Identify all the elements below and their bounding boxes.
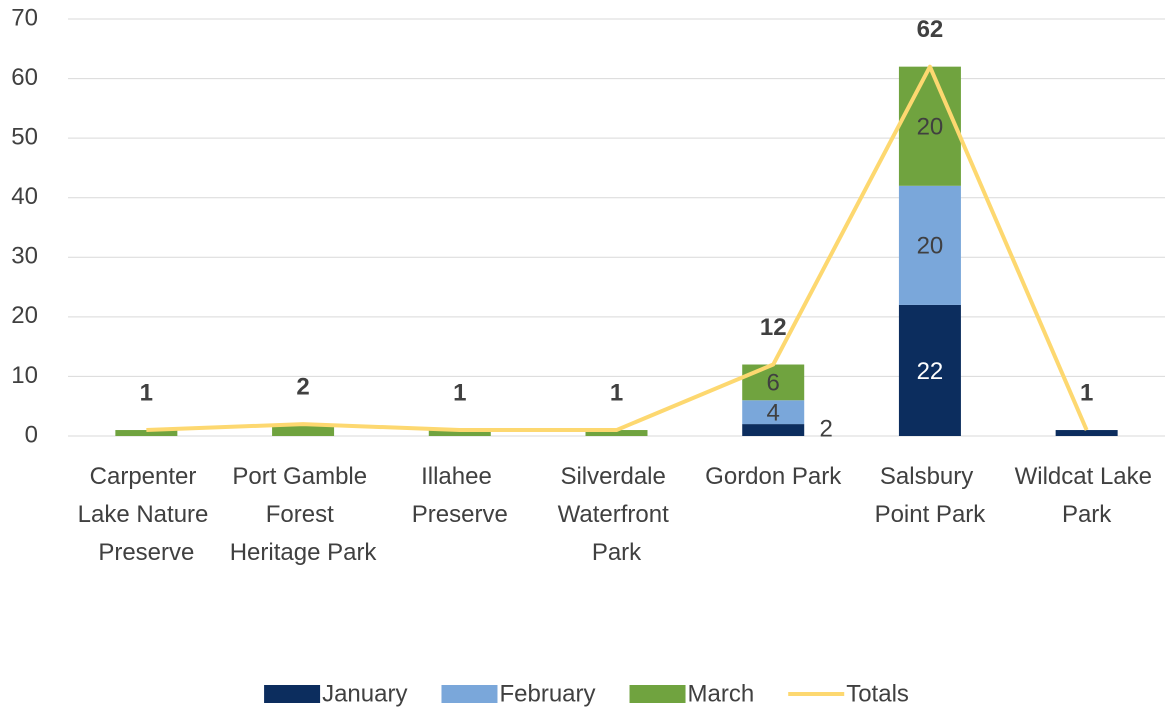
- total-label: 12: [760, 314, 787, 341]
- x-tick-label: Wildcat Lake Park: [1015, 463, 1159, 528]
- x-tick-label: Salsbury Point Park: [875, 463, 987, 528]
- total-label: 1: [140, 379, 153, 406]
- y-tick-label: 40: [11, 183, 38, 210]
- total-label: 1: [453, 379, 466, 406]
- line-series: [146, 64, 1089, 433]
- x-tick-label: Illahee Preserve: [412, 463, 508, 528]
- total-label: 1: [610, 379, 623, 406]
- bar-segment: [742, 400, 805, 425]
- y-tick-label: 20: [11, 302, 38, 329]
- data-label: 22: [917, 358, 944, 385]
- data-label: 20: [917, 233, 944, 260]
- data-label: 6: [767, 370, 780, 397]
- x-tick-label: Silverdale Waterfront Park: [558, 463, 676, 566]
- y-tick-label: 10: [11, 362, 38, 389]
- y-tick-label: 50: [11, 123, 38, 150]
- legend-symbol: [441, 685, 498, 703]
- x-tick-label: Carpenter Lake Nature Preserve: [78, 463, 215, 566]
- bar-segment: [742, 424, 805, 436]
- total-label: 1: [1080, 379, 1093, 406]
- legend-symbol: [264, 685, 321, 703]
- total-label: 62: [917, 16, 944, 43]
- x-tick-label: Port Gamble Forest Heritage Park: [230, 463, 378, 566]
- bar-segment: [428, 430, 491, 436]
- x-tick-label: Gordon Park: [705, 463, 842, 490]
- bar-segment: [585, 430, 648, 436]
- bar-segment: [898, 66, 961, 186]
- legend-symbol: [629, 685, 686, 703]
- bar-segment: [1055, 430, 1118, 436]
- bar-segment: [898, 304, 961, 436]
- bar-segment: [115, 430, 178, 436]
- legend-label: February: [499, 680, 595, 707]
- legend-label: Totals: [846, 680, 909, 707]
- legend-label: January: [322, 680, 407, 707]
- legend: January February March Totals: [264, 680, 909, 707]
- legend-label: March: [688, 680, 755, 707]
- data-label: 4: [767, 400, 780, 427]
- bar-segment: [272, 424, 335, 436]
- data-label: 2: [820, 415, 833, 442]
- bar-segment: [898, 185, 961, 305]
- y-tick-label: 70: [11, 4, 38, 31]
- bar-segment: [742, 364, 805, 401]
- y-tick-label: 0: [25, 421, 38, 448]
- data-label: 20: [917, 114, 944, 141]
- y-tick-label: 30: [11, 243, 38, 270]
- total-label: 2: [296, 373, 309, 400]
- y-tick-label: 60: [11, 64, 38, 91]
